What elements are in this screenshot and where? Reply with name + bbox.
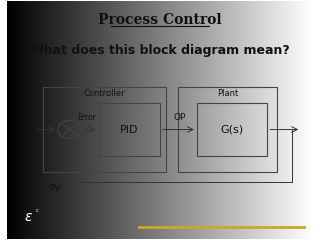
Bar — [99, 103, 160, 156]
Text: What does this block diagram mean?: What does this block diagram mean? — [30, 44, 290, 57]
Text: Error: Error — [77, 113, 96, 122]
Text: PID: PID — [120, 125, 139, 135]
Bar — [197, 103, 268, 156]
Text: Process Control: Process Control — [98, 13, 222, 27]
Text: G(s): G(s) — [220, 125, 244, 135]
Text: OP: OP — [174, 113, 186, 122]
Text: Plant: Plant — [217, 89, 238, 98]
Bar — [44, 87, 166, 173]
Text: Controller: Controller — [84, 89, 125, 98]
Text: SP: SP — [18, 125, 29, 134]
Text: PV: PV — [50, 184, 61, 193]
Bar — [179, 87, 276, 173]
